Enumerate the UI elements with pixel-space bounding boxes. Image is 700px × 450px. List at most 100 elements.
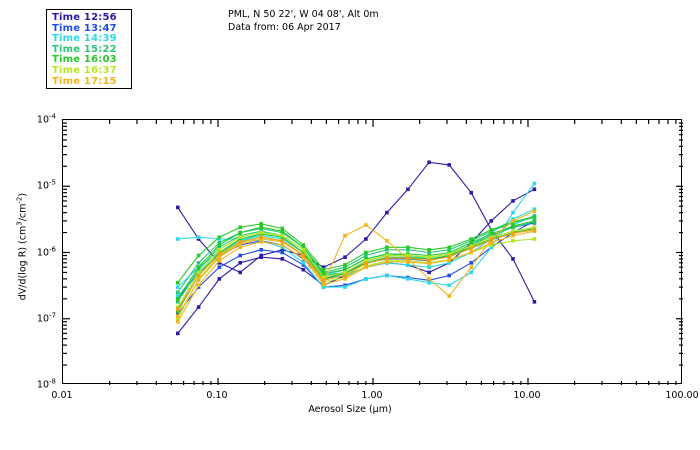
series-marker <box>217 248 222 252</box>
legend-entry-4: Time 16:03 <box>52 55 131 66</box>
series-marker <box>176 205 180 210</box>
series-marker <box>217 261 222 265</box>
series-marker <box>364 277 368 281</box>
series-marker <box>343 277 347 281</box>
series-marker <box>321 285 326 289</box>
series-marker <box>364 261 368 266</box>
legend-entry-6: Time 17:15 <box>52 76 131 88</box>
series-marker <box>217 245 222 250</box>
series-marker <box>469 237 473 241</box>
y-axis-title-post: ) <box>17 192 29 197</box>
series-marker <box>447 261 451 265</box>
series-marker <box>301 253 306 257</box>
series-marker <box>196 305 201 309</box>
series-marker <box>343 267 347 272</box>
legend-entry-2: Time 14:39 <box>52 33 131 45</box>
series-marker <box>196 265 201 269</box>
series-marker <box>176 285 180 289</box>
series-marker <box>176 320 180 324</box>
legend-label-2: Time 14:39 <box>52 33 117 45</box>
series-marker <box>259 230 263 235</box>
series-marker <box>259 225 263 230</box>
series-marker <box>238 245 242 250</box>
series-marker <box>364 257 368 261</box>
series-marker <box>385 210 389 215</box>
series-marker <box>259 255 263 259</box>
series-marker <box>343 233 347 238</box>
series-marker <box>280 250 285 255</box>
series-marker <box>238 270 242 275</box>
series-marker <box>196 273 201 278</box>
series-marker <box>176 290 180 295</box>
series-marker <box>469 270 473 275</box>
series-marker <box>511 233 515 238</box>
series-marker <box>511 239 515 243</box>
series-marker <box>259 222 263 226</box>
series-marker <box>427 160 431 165</box>
series-marker <box>489 245 494 250</box>
title-line-location: PML, N 50 22', W 04 08', Alt 0m <box>228 9 379 20</box>
series-marker <box>196 267 201 272</box>
series-marker <box>511 257 515 261</box>
series-marker <box>321 271 326 276</box>
chart-title: PML, N 50 22', W 04 08', Alt 0m Data fro… <box>228 8 379 34</box>
series-marker <box>343 263 347 267</box>
series-marker <box>196 235 201 239</box>
series-marker <box>447 245 451 250</box>
series-marker <box>406 277 410 281</box>
series-marker <box>489 232 494 236</box>
x-tick-label: 100.00 <box>665 390 699 401</box>
series-marker <box>489 243 494 247</box>
series-marker <box>427 248 431 252</box>
series-marker <box>321 267 326 272</box>
y-tick-label: 10-4 <box>36 112 56 126</box>
series-marker <box>176 307 180 311</box>
series-marker <box>385 245 389 250</box>
series-marker <box>532 181 537 186</box>
series-marker <box>301 261 306 265</box>
series-marker <box>176 331 180 336</box>
series-marker <box>427 255 431 259</box>
series-marker <box>301 243 306 247</box>
series-marker <box>385 253 389 258</box>
series-marker <box>176 280 180 285</box>
y-tick-label: 10-8 <box>36 377 56 391</box>
legend-entry-5: Time 16:37 <box>52 65 131 77</box>
series-marker <box>280 226 285 231</box>
series-marker <box>406 248 410 252</box>
series-marker <box>238 225 242 230</box>
series-line <box>177 229 535 310</box>
series-marker <box>469 265 473 269</box>
series-marker <box>532 214 537 219</box>
series-marker <box>532 219 537 223</box>
series-marker <box>238 242 242 246</box>
series-marker <box>176 314 180 318</box>
series-marker <box>321 278 326 283</box>
series-marker <box>532 228 537 232</box>
legend-entry-1: Time 13:47 <box>52 23 131 35</box>
series-marker <box>532 300 537 304</box>
series-marker <box>385 248 389 252</box>
legend-label-4: Time 16:03 <box>52 54 117 66</box>
series-marker <box>280 229 285 233</box>
y-axis-title-mid: /cm <box>17 203 29 222</box>
series-marker <box>321 282 326 287</box>
x-tick-label: 10.00 <box>513 390 541 401</box>
y-tick-label: 10-6 <box>36 244 56 259</box>
series-line <box>177 221 535 303</box>
series-line <box>177 227 535 312</box>
series-marker <box>176 237 180 241</box>
series-marker <box>427 265 431 269</box>
series-marker <box>259 240 263 244</box>
y-axis-title-pre: dV/d(log R) (cm <box>17 225 29 301</box>
legend-box: Time 12:56 Time 13:47 Time 14:39 Time 15… <box>46 9 132 89</box>
series-marker <box>301 256 306 260</box>
x-tick-label: 1.00 <box>361 390 383 401</box>
series-marker <box>280 248 285 252</box>
y-tick-label: 10-5 <box>36 178 56 192</box>
series-marker <box>217 259 222 263</box>
series-marker <box>364 223 368 227</box>
series-marker <box>217 277 222 281</box>
series-marker <box>364 237 368 241</box>
series-marker <box>427 280 431 285</box>
